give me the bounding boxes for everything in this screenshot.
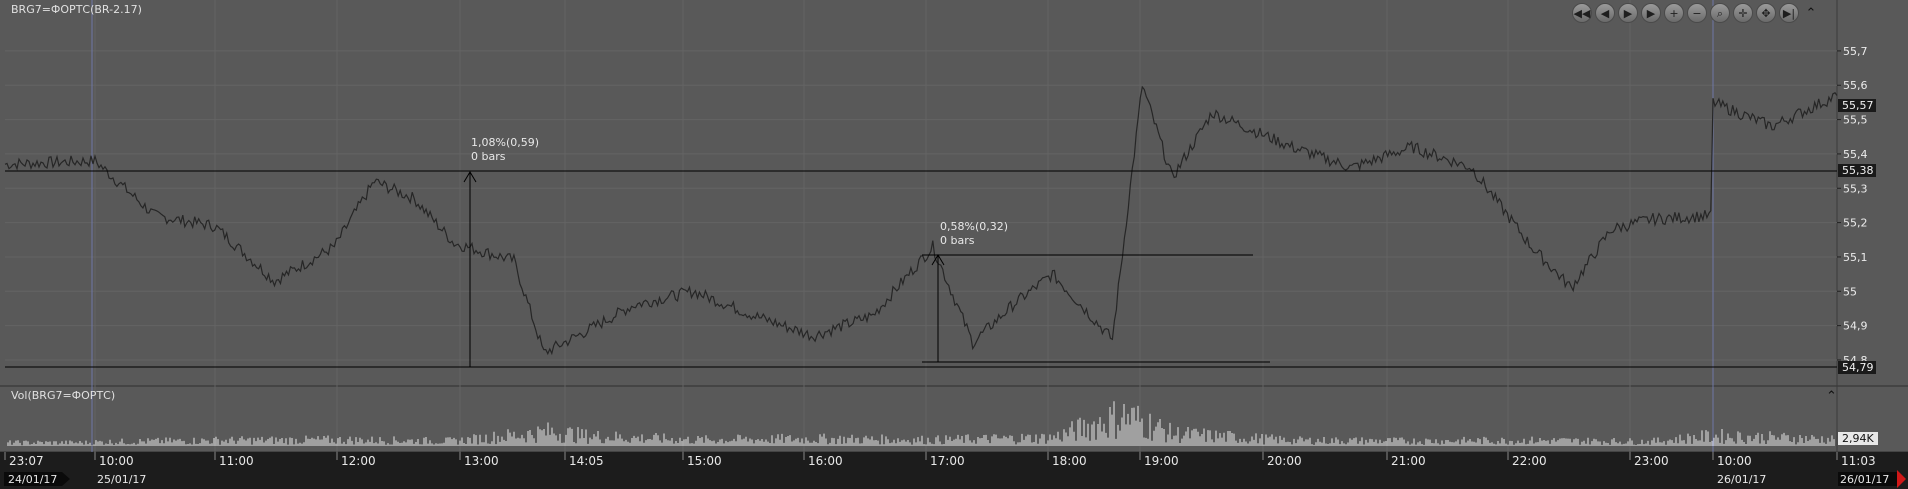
y-tick-label: 55,1 xyxy=(1843,251,1868,264)
x-tick-label: 10:00 xyxy=(99,454,134,468)
jump-end-icon[interactable]: ▶| xyxy=(1779,3,1799,23)
svg-text:55,57: 55,57 xyxy=(1842,99,1874,112)
zoom-in-icon[interactable]: + xyxy=(1664,3,1684,23)
x-tick-label: 12:00 xyxy=(341,454,376,468)
x-tick-label: 20:00 xyxy=(1267,454,1302,468)
price-panel-title: BRG7=ФОРТС(BR-2.17) xyxy=(11,3,142,16)
x-tick-label: 10:00 xyxy=(1717,454,1752,468)
hline-lower-badge: 54,79 xyxy=(1838,361,1876,374)
x-tick-label: 11:00 xyxy=(219,454,254,468)
x-tick-label: 19:00 xyxy=(1144,454,1179,468)
x-tick-label: 15:00 xyxy=(687,454,722,468)
right-date-badge: 26/01/17 xyxy=(1838,470,1906,488)
x-tick-label: 21:00 xyxy=(1391,454,1426,468)
zoom-out-icon[interactable]: − xyxy=(1687,3,1707,23)
measure2-arrowhead xyxy=(931,254,945,266)
compress-icon[interactable]: ✛ xyxy=(1733,3,1753,23)
price-line xyxy=(4,85,1838,356)
y-tick-label: 55 xyxy=(1843,285,1857,298)
x-tick-label: 22:00 xyxy=(1512,454,1547,468)
x-tick-label: 17:00 xyxy=(930,454,965,468)
drawings: 1,08%(0,59) 0 bars 0,58%(0,32) 0 bars xyxy=(5,136,1837,368)
left-date-badge: 24/01/17 xyxy=(4,472,70,486)
grid-lines xyxy=(5,0,1837,452)
collapse-panel-icon[interactable]: ⌃ xyxy=(1805,5,1817,21)
y-tick-label: 55,7 xyxy=(1843,45,1868,58)
collapse-volume-icon[interactable]: ⌃ xyxy=(1826,389,1837,404)
y-tick-label: 55,2 xyxy=(1843,217,1868,230)
y-tick-label: 54,9 xyxy=(1843,320,1868,333)
y-tick-label: 55,4 xyxy=(1843,148,1868,161)
rewind-icon[interactable]: ◀◀ xyxy=(1572,3,1592,23)
measure1-bars: 0 bars xyxy=(471,150,506,163)
volume-bars xyxy=(7,401,1835,446)
svg-text:26/01/17: 26/01/17 xyxy=(1840,473,1889,486)
time-labels: 23:07 10:00 11:00 12:00 13:00 14:05 15:00 16:00… xyxy=(4,452,1876,486)
hline-upper-badge: 55,38 xyxy=(1838,164,1876,177)
x-tick-label: 23:07 xyxy=(9,454,44,468)
measure1-arrowhead xyxy=(463,171,477,183)
zoom-fit-icon[interactable]: ⌕ xyxy=(1710,3,1730,23)
measure2-bars: 0 bars xyxy=(940,234,975,247)
x-tick-label: 14:05 xyxy=(569,454,604,468)
svg-text:24/01/17: 24/01/17 xyxy=(8,473,57,486)
x-date-label: 25/01/17 xyxy=(97,473,146,486)
x-tick-label: 18:00 xyxy=(1052,454,1087,468)
time-axis xyxy=(0,452,1908,489)
date-marker-arrow-icon xyxy=(1897,470,1906,488)
svg-text:54,79: 54,79 xyxy=(1842,361,1874,374)
measure1-pct: 1,08%(0,59) xyxy=(471,136,539,149)
x-date-label: 26/01/17 xyxy=(1717,473,1766,486)
last-price-badge: 55,57 xyxy=(1838,99,1876,112)
x-tick-label: 23:00 xyxy=(1634,454,1669,468)
step-back-icon[interactable]: ◀ xyxy=(1595,3,1615,23)
expand-icon[interactable]: ✥ xyxy=(1756,3,1776,23)
step-forward-icon[interactable]: ▶ xyxy=(1641,3,1661,23)
x-tick-label: 13:00 xyxy=(464,454,499,468)
x-tick-label: 16:00 xyxy=(808,454,843,468)
svg-text:2,94K: 2,94K xyxy=(1842,432,1874,445)
svg-text:55,38: 55,38 xyxy=(1842,164,1874,177)
y-tick-label: 55,3 xyxy=(1843,182,1868,195)
session-dividers xyxy=(91,0,1714,452)
play-icon[interactable]: ▶ xyxy=(1618,3,1638,23)
volume-panel-title: Vol(BRG7=ФОРТС) xyxy=(11,389,116,402)
volume-max-badge: 2,94K xyxy=(1838,432,1878,445)
y-tick-label: 55,5 xyxy=(1843,114,1868,127)
y-tick-label: 55,6 xyxy=(1843,79,1868,92)
x-tick-label: 11:03 xyxy=(1841,454,1876,468)
price-series-line xyxy=(4,85,1838,356)
chart-toolbar: ◀◀ ◀ ▶ ▶ + − ⌕ ✛ ✥ ▶| ⌃ xyxy=(1572,3,1818,23)
measure2-pct: 0,58%(0,32) xyxy=(940,220,1008,233)
